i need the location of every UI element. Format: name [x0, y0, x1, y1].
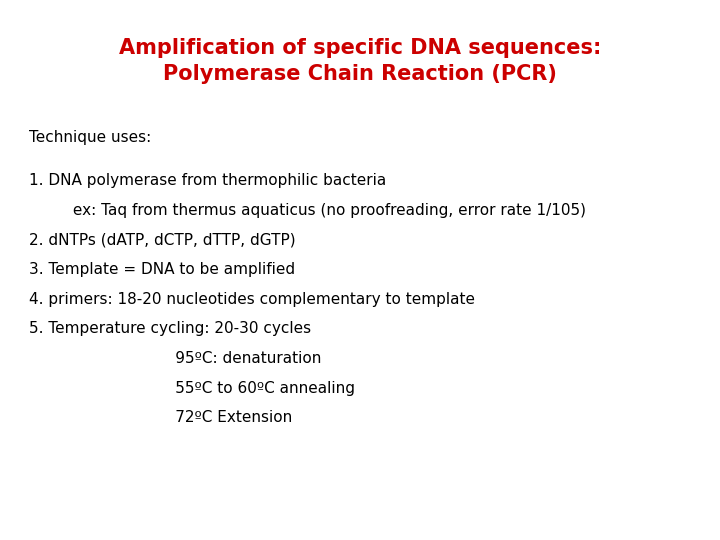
Text: ex: Taq from thermus aquaticus (no proofreading, error rate 1/105): ex: Taq from thermus aquaticus (no proof… [29, 202, 586, 218]
Text: Amplification of specific DNA sequences:
Polymerase Chain Reaction (PCR): Amplification of specific DNA sequences:… [119, 38, 601, 84]
Text: 95ºC: denaturation: 95ºC: denaturation [29, 351, 321, 366]
Text: 1. DNA polymerase from thermophilic bacteria: 1. DNA polymerase from thermophilic bact… [29, 173, 386, 188]
Text: 5. Temperature cycling: 20-30 cycles: 5. Temperature cycling: 20-30 cycles [29, 321, 311, 336]
Text: 3. Template = DNA to be amplified: 3. Template = DNA to be amplified [29, 262, 295, 277]
Text: Technique uses:: Technique uses: [29, 130, 151, 145]
Text: 55ºC to 60ºC annealing: 55ºC to 60ºC annealing [29, 381, 355, 396]
Text: 72ºC Extension: 72ºC Extension [29, 410, 292, 426]
Text: 2. dNTPs (dATP, dCTP, dTTP, dGTP): 2. dNTPs (dATP, dCTP, dTTP, dGTP) [29, 232, 295, 247]
Text: 4. primers: 18-20 nucleotides complementary to template: 4. primers: 18-20 nucleotides complement… [29, 292, 474, 307]
